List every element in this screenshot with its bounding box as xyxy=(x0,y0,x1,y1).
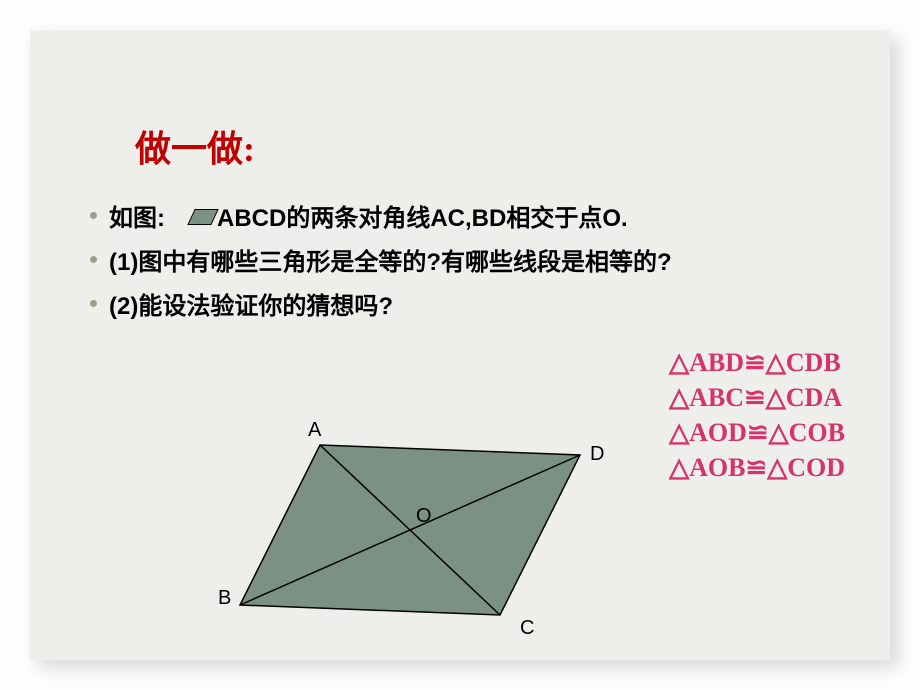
bullet-icon xyxy=(90,300,97,307)
vertex-label-A: A xyxy=(308,419,321,442)
vertex-label-C: C xyxy=(520,617,534,640)
bullet-1-suffix: ABCD的两条对角线AC,BD相交于点O. xyxy=(217,198,628,233)
bullet-2-text: (1)图中有哪些三角形是全等的?有哪些线段是相等的? xyxy=(109,242,672,277)
parallelogram-diagram: A D C B O xyxy=(220,415,600,645)
slide-paper: 做一做: 如图: ABCD的两条对角线AC,BD相交于点O. (1)图中有哪些三… xyxy=(30,30,890,660)
vertex-label-D: D xyxy=(590,443,604,466)
bullet-1-prefix: 如图: xyxy=(109,198,189,233)
bullet-3-text: (2)能设法验证你的猜想吗? xyxy=(109,286,393,321)
vertex-label-O: O xyxy=(416,505,432,528)
congruence-line: △AOD≌△COB xyxy=(669,415,845,450)
bullet-line-3: (2)能设法验证你的猜想吗? xyxy=(90,286,393,321)
congruence-line: △ABC≌△CDA xyxy=(669,380,845,415)
congruence-answers: △ABD≌△CDB△ABC≌△CDA△AOD≌△COB△AOB≌△COD xyxy=(669,345,845,485)
congruence-line: △ABD≌△CDB xyxy=(669,345,845,380)
bullet-icon xyxy=(90,256,97,263)
diagram-svg xyxy=(220,415,600,645)
bullet-icon xyxy=(90,212,97,219)
parallelogram-icon xyxy=(187,209,218,225)
vertex-label-B: B xyxy=(218,587,231,610)
slide-title: 做一做: xyxy=(135,120,255,172)
bullet-line-1: 如图: ABCD的两条对角线AC,BD相交于点O. xyxy=(90,198,628,233)
bullet-line-2: (1)图中有哪些三角形是全等的?有哪些线段是相等的? xyxy=(90,242,672,277)
congruence-line: △AOB≌△COD xyxy=(669,450,845,485)
